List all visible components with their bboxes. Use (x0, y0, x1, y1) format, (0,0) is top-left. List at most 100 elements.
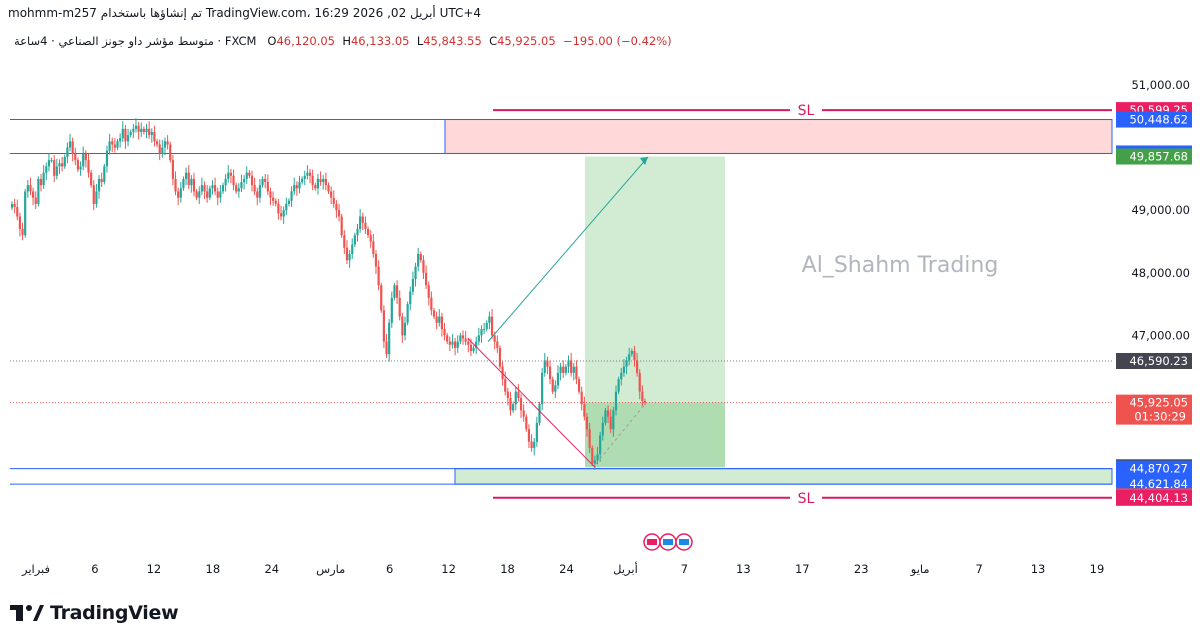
candle[interactable] (414, 266, 417, 280)
candle[interactable] (24, 191, 27, 236)
candle[interactable] (469, 344, 473, 351)
candle[interactable] (116, 141, 119, 148)
candle[interactable] (519, 397, 523, 411)
candle[interactable] (635, 360, 639, 373)
candle[interactable] (95, 191, 98, 204)
candle[interactable] (161, 147, 164, 154)
candle[interactable] (200, 185, 203, 192)
candle[interactable] (124, 128, 127, 142)
candle[interactable] (134, 125, 138, 129)
candle[interactable] (324, 178, 327, 186)
price-label-box[interactable] (1116, 394, 1192, 425)
candle[interactable] (169, 144, 172, 161)
candle[interactable] (377, 266, 380, 286)
candle[interactable] (451, 341, 454, 345)
candle[interactable] (398, 297, 401, 317)
candle[interactable] (150, 131, 153, 136)
candle[interactable] (461, 335, 465, 339)
candle[interactable] (625, 360, 628, 367)
candle[interactable] (480, 329, 483, 336)
candle[interactable] (221, 185, 225, 192)
candle[interactable] (559, 366, 562, 373)
candle[interactable] (422, 260, 425, 273)
candle[interactable] (525, 416, 528, 430)
candle[interactable] (82, 153, 85, 167)
candle[interactable] (567, 360, 570, 367)
candle[interactable] (604, 410, 607, 423)
candle[interactable] (153, 131, 156, 142)
candle[interactable] (577, 379, 581, 392)
candle[interactable] (543, 360, 546, 373)
candle[interactable] (71, 141, 74, 154)
candle[interactable] (456, 341, 459, 348)
candle[interactable] (345, 247, 349, 261)
candle[interactable] (446, 335, 449, 342)
candle[interactable] (227, 172, 230, 179)
candle[interactable] (356, 228, 359, 236)
candle[interactable] (348, 254, 351, 261)
candle[interactable] (401, 316, 404, 336)
candle[interactable] (353, 235, 356, 245)
candle[interactable] (411, 279, 414, 292)
price-label-box[interactable] (1116, 111, 1192, 128)
candle[interactable] (633, 351, 636, 361)
candle[interactable] (261, 178, 264, 186)
candle[interactable] (285, 203, 288, 211)
candle[interactable] (620, 372, 623, 380)
candle[interactable] (10, 203, 14, 208)
tradingview-logo[interactable]: TradingView (10, 600, 179, 626)
candle[interactable] (591, 448, 594, 464)
candle[interactable] (430, 297, 433, 311)
candle[interactable] (467, 341, 470, 345)
candle[interactable] (535, 422, 538, 442)
candle[interactable] (145, 128, 148, 132)
candle[interactable] (380, 285, 383, 311)
candle[interactable] (364, 222, 367, 229)
candle[interactable] (26, 185, 29, 192)
candle[interactable] (287, 200, 291, 204)
candle[interactable] (219, 191, 222, 198)
candle[interactable] (198, 191, 201, 198)
symbol-name[interactable]: متوسط مؤشر داو جونز الصناعي · 4ساعة · FX… (14, 34, 257, 48)
candle[interactable] (335, 203, 338, 211)
candle[interactable] (564, 366, 567, 373)
candle[interactable] (527, 429, 531, 442)
price-chart[interactable]: SL SL Al_Shahm Trading 51,000.00 49,000.00 48… (0, 0, 1200, 600)
candle[interactable] (190, 178, 193, 186)
candle[interactable] (359, 216, 362, 229)
candle[interactable] (58, 163, 61, 167)
candle[interactable] (406, 304, 409, 323)
candle[interactable] (282, 210, 285, 217)
candle[interactable] (351, 244, 354, 254)
candle[interactable] (295, 185, 298, 189)
candle[interactable] (21, 228, 24, 236)
candle[interactable] (253, 185, 256, 192)
candle[interactable] (556, 372, 560, 386)
candle[interactable] (187, 172, 190, 186)
candle[interactable] (395, 285, 399, 298)
candle[interactable] (192, 178, 196, 192)
candle[interactable] (298, 182, 301, 189)
candle[interactable] (614, 391, 618, 411)
candle[interactable] (142, 128, 145, 132)
candle[interactable] (155, 141, 159, 145)
candle[interactable] (493, 335, 496, 342)
candle[interactable] (108, 141, 111, 151)
candle[interactable] (61, 163, 64, 167)
candle[interactable] (575, 366, 578, 380)
candle[interactable] (438, 316, 441, 323)
candle[interactable] (68, 141, 72, 148)
candle[interactable] (39, 178, 43, 186)
candle[interactable] (459, 335, 462, 342)
candle[interactable] (256, 191, 259, 198)
candle[interactable] (638, 372, 641, 392)
candle[interactable] (126, 135, 130, 142)
candle[interactable] (113, 144, 116, 148)
candle[interactable] (55, 166, 58, 176)
candle[interactable] (177, 191, 180, 198)
candle[interactable] (390, 297, 393, 323)
candle[interactable] (37, 178, 40, 204)
candle[interactable] (148, 128, 151, 136)
candle[interactable] (103, 166, 106, 183)
candle[interactable] (541, 372, 544, 405)
